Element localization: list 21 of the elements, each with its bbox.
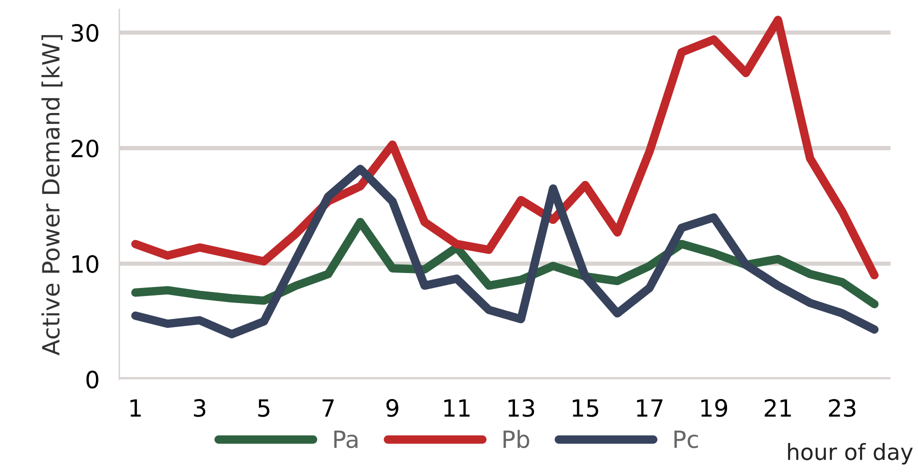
x-tick-label: 1 [130, 399, 141, 417]
y-tick-label: 0 [86, 370, 98, 389]
x-tick-label: 3 [194, 399, 206, 417]
x-tick-label: 5 [258, 399, 270, 417]
x-tick-label: 15 [572, 399, 598, 417]
x-tick-label: 7 [322, 399, 334, 417]
x-tick-label: 21 [764, 399, 791, 417]
y-tick-label: 30 [72, 24, 98, 42]
x-tick-label: 23 [828, 399, 856, 417]
x-tick-label: 11 [444, 399, 470, 417]
legend-label: Pc [674, 430, 698, 448]
y-tick-label: 10 [72, 255, 98, 273]
x-tick-label: 9 [386, 399, 398, 417]
y-axis-title: Active Power Demand [kW] [41, 35, 62, 356]
y-tick-label: 20 [72, 140, 98, 158]
legend-label: Pb [504, 430, 530, 448]
x-tick-label: 19 [701, 399, 728, 417]
x-tick-label: 17 [637, 399, 662, 417]
legend-label: Pa [334, 430, 358, 448]
x-axis-title: hour of day [788, 443, 913, 465]
x-tick-label: 13 [508, 399, 534, 417]
